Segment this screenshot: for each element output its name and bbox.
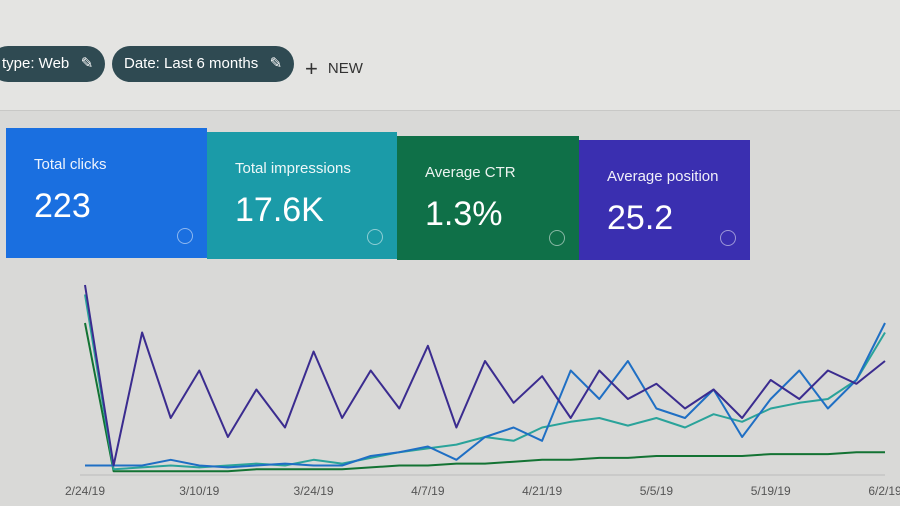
x-tick-label: 3/10/19 [179, 484, 219, 498]
metric-card[interactable]: Average CTR 1.3% [397, 136, 579, 260]
series-line [84, 322, 885, 473]
x-tick-label: 3/24/19 [294, 484, 334, 498]
series-line [85, 322, 886, 469]
help-icon[interactable] [177, 228, 193, 244]
metric-card[interactable]: Total impressions 17.6K [207, 132, 397, 259]
x-tick-label: 5/19/19 [751, 484, 791, 498]
chart: 2/24/19 3/10/19 3/24/19 4/7/19 4/21/19 5/5/19… [65, 284, 900, 498]
help-icon[interactable] [367, 229, 383, 245]
metric-value: 17.6K [235, 191, 324, 229]
help-icon[interactable] [720, 230, 736, 246]
metric-value: 223 [34, 187, 91, 225]
toolbar: type: Web Date: Last 6 months +NEW [0, 0, 900, 111]
metric-label: Average position [607, 168, 719, 185]
metric-label: Total impressions [235, 160, 351, 177]
x-tick-label: 4/21/19 [522, 484, 562, 498]
series-line [84, 284, 886, 467]
new-label: NEW [327, 60, 363, 77]
metric-value: 25.2 [607, 199, 674, 237]
x-tick-label: 4/7/19 [411, 484, 445, 498]
metric-card[interactable]: Average position 25.2 [579, 140, 750, 260]
metric-label: Total clicks [34, 156, 107, 173]
x-tick-label: 5/5/19 [640, 484, 674, 498]
help-icon[interactable] [549, 230, 565, 246]
metric-value: 1.3% [425, 195, 503, 233]
metric-card[interactable]: Total clicks 223 [6, 128, 207, 258]
metric-label: Average CTR [425, 164, 516, 181]
x-tick-label: 6/2/19 [868, 484, 900, 498]
new-button[interactable]: + NEW [305, 56, 363, 81]
x-tick-label: 2/24/19 [65, 484, 105, 498]
filter-chip[interactable]: Date: Last 6 months [112, 46, 295, 82]
filter-chip[interactable]: type: Web [0, 46, 106, 82]
